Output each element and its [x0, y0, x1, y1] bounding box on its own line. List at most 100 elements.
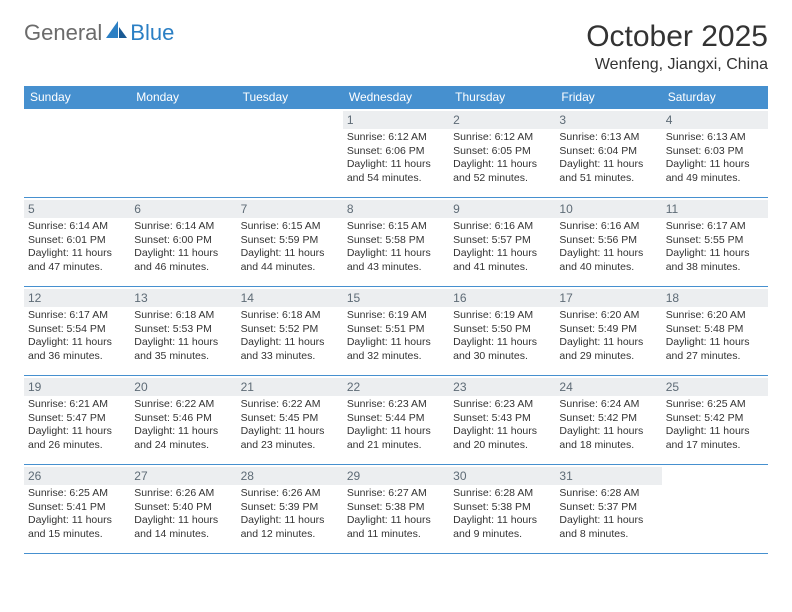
day-detail: Sunrise: 6:23 AMSunset: 5:44 PMDaylight:… — [347, 398, 445, 453]
daylight-line1: Daylight: 11 hours — [241, 514, 339, 528]
daylight-line2: and 24 minutes. — [134, 439, 232, 453]
day-detail: Sunrise: 6:22 AMSunset: 5:46 PMDaylight:… — [134, 398, 232, 453]
day-cell: 31Sunrise: 6:28 AMSunset: 5:37 PMDayligh… — [555, 465, 661, 553]
sunset: Sunset: 6:03 PM — [666, 145, 764, 159]
day-detail: Sunrise: 6:27 AMSunset: 5:38 PMDaylight:… — [347, 487, 445, 542]
day-number: 13 — [130, 289, 236, 307]
sunset: Sunset: 5:37 PM — [559, 501, 657, 515]
day-cell: 22Sunrise: 6:23 AMSunset: 5:44 PMDayligh… — [343, 376, 449, 464]
day-number: 28 — [237, 467, 343, 485]
weeks-container: 1Sunrise: 6:12 AMSunset: 6:06 PMDaylight… — [24, 108, 768, 554]
daylight-line1: Daylight: 11 hours — [666, 158, 764, 172]
daylight-line2: and 49 minutes. — [666, 172, 764, 186]
day-cell: 4Sunrise: 6:13 AMSunset: 6:03 PMDaylight… — [662, 109, 768, 197]
sunset: Sunset: 5:44 PM — [347, 412, 445, 426]
sunrise: Sunrise: 6:13 AM — [666, 131, 764, 145]
day-number: 8 — [343, 200, 449, 218]
day-number: 10 — [555, 200, 661, 218]
sunrise: Sunrise: 6:17 AM — [666, 220, 764, 234]
daylight-line1: Daylight: 11 hours — [453, 425, 551, 439]
daylight-line2: and 35 minutes. — [134, 350, 232, 364]
sunrise: Sunrise: 6:21 AM — [28, 398, 126, 412]
daylight-line1: Daylight: 11 hours — [134, 247, 232, 261]
day-detail: Sunrise: 6:21 AMSunset: 5:47 PMDaylight:… — [28, 398, 126, 453]
month-title: October 2025 — [586, 20, 768, 54]
weekday-cell: Friday — [555, 86, 661, 108]
sunrise: Sunrise: 6:18 AM — [241, 309, 339, 323]
daylight-line2: and 32 minutes. — [347, 350, 445, 364]
sunset: Sunset: 5:46 PM — [134, 412, 232, 426]
day-detail: Sunrise: 6:12 AMSunset: 6:05 PMDaylight:… — [453, 131, 551, 186]
day-cell: 6Sunrise: 6:14 AMSunset: 6:00 PMDaylight… — [130, 198, 236, 286]
sunrise: Sunrise: 6:25 AM — [28, 487, 126, 501]
daylight-line2: and 52 minutes. — [453, 172, 551, 186]
weekday-cell: Thursday — [449, 86, 555, 108]
day-cell: 10Sunrise: 6:16 AMSunset: 5:56 PMDayligh… — [555, 198, 661, 286]
daylight-line2: and 9 minutes. — [453, 528, 551, 542]
day-number: 14 — [237, 289, 343, 307]
sunrise: Sunrise: 6:26 AM — [241, 487, 339, 501]
day-number: 5 — [24, 200, 130, 218]
daylight-line2: and 36 minutes. — [28, 350, 126, 364]
sunset: Sunset: 5:55 PM — [666, 234, 764, 248]
daylight-line1: Daylight: 11 hours — [347, 514, 445, 528]
daylight-line2: and 21 minutes. — [347, 439, 445, 453]
sunrise: Sunrise: 6:18 AM — [134, 309, 232, 323]
sunset: Sunset: 5:47 PM — [28, 412, 126, 426]
day-cell: 16Sunrise: 6:19 AMSunset: 5:50 PMDayligh… — [449, 287, 555, 375]
sunrise: Sunrise: 6:15 AM — [241, 220, 339, 234]
sunset: Sunset: 5:39 PM — [241, 501, 339, 515]
day-cell: 14 Sunrise: 6:18 AMSunset: 5:52 PMDayligh… — [237, 287, 343, 375]
day-cell: 8Sunrise: 6:15 AMSunset: 5:58 PMDaylight… — [343, 198, 449, 286]
daylight-line2: and 40 minutes. — [559, 261, 657, 275]
header: General Blue October 2025 Wenfeng, Jiang… — [24, 20, 768, 74]
week-row: 19Sunrise: 6:21 AMSunset: 5:47 PMDayligh… — [24, 375, 768, 464]
daylight-line1: Daylight: 11 hours — [347, 247, 445, 261]
day-detail: Sunrise: 6:23 AMSunset: 5:43 PMDaylight:… — [453, 398, 551, 453]
daylight-line2: and 30 minutes. — [453, 350, 551, 364]
day-number: 30 — [449, 467, 555, 485]
sunset: Sunset: 5:50 PM — [453, 323, 551, 337]
sunset: Sunset: 5:42 PM — [559, 412, 657, 426]
title-block: October 2025 Wenfeng, Jiangxi, China — [586, 20, 768, 74]
day-detail: Sunrise: 6:24 AMSunset: 5:42 PMDaylight:… — [559, 398, 657, 453]
day-detail: Sunrise: 6:18 AMSunset: 5:52 PMDaylight:… — [241, 309, 339, 364]
day-detail: Sunrise: 6:16 AMSunset: 5:57 PMDaylight:… — [453, 220, 551, 275]
day-cell: 28 Sunrise: 6:26 AMSunset: 5:39 PMDayligh… — [237, 465, 343, 553]
day-number: 16 — [449, 289, 555, 307]
week-row: 5Sunrise: 6:14 AMSunset: 6:01 PMDaylight… — [24, 197, 768, 286]
daylight-line1: Daylight: 11 hours — [28, 514, 126, 528]
day-number: 12 — [24, 289, 130, 307]
daylight-line2: and 8 minutes. — [559, 528, 657, 542]
logo-sail-icon — [106, 21, 128, 44]
sunset: Sunset: 5:40 PM — [134, 501, 232, 515]
sunset: Sunset: 5:42 PM — [666, 412, 764, 426]
day-cell: 21Sunrise: 6:22 AMSunset: 5:45 PMDayligh… — [237, 376, 343, 464]
sunrise: Sunrise: 6:12 AM — [347, 131, 445, 145]
day-number: 23 — [449, 378, 555, 396]
sunrise: Sunrise: 6:16 AM — [453, 220, 551, 234]
daylight-line1: Daylight: 11 hours — [666, 425, 764, 439]
day-number: 25 — [662, 378, 768, 396]
weekday-cell: Saturday — [662, 86, 768, 108]
sunrise: Sunrise: 6:25 AM — [666, 398, 764, 412]
day-detail: Sunrise: 6:13 AMSunset: 6:03 PMDaylight:… — [666, 131, 764, 186]
day-detail: Sunrise: 6:22 AMSunset: 5:45 PMDaylight:… — [241, 398, 339, 453]
sunrise: Sunrise: 6:22 AM — [134, 398, 232, 412]
sunset: Sunset: 5:45 PM — [241, 412, 339, 426]
day-detail: Sunrise: 6:20 AMSunset: 5:49 PMDaylight:… — [559, 309, 657, 364]
daylight-line1: Daylight: 11 hours — [559, 425, 657, 439]
day-cell — [237, 109, 343, 197]
day-cell — [24, 109, 130, 197]
day-cell: 13Sunrise: 6:18 AMSunset: 5:53 PMDayligh… — [130, 287, 236, 375]
day-cell: 11Sunrise: 6:17 AMSunset: 5:55 PMDayligh… — [662, 198, 768, 286]
weekday-cell: Sunday — [24, 86, 130, 108]
day-detail: Sunrise: 6:26 AMSunset: 5:40 PMDaylight:… — [134, 487, 232, 542]
daylight-line1: Daylight: 11 hours — [559, 336, 657, 350]
location: Wenfeng, Jiangxi, China — [586, 56, 768, 74]
day-number: 11 — [662, 200, 768, 218]
daylight-line2: and 46 minutes. — [134, 261, 232, 275]
sunrise: Sunrise: 6:19 AM — [453, 309, 551, 323]
sunrise: Sunrise: 6:15 AM — [347, 220, 445, 234]
day-cell: 12Sunrise: 6:17 AMSunset: 5:54 PMDayligh… — [24, 287, 130, 375]
